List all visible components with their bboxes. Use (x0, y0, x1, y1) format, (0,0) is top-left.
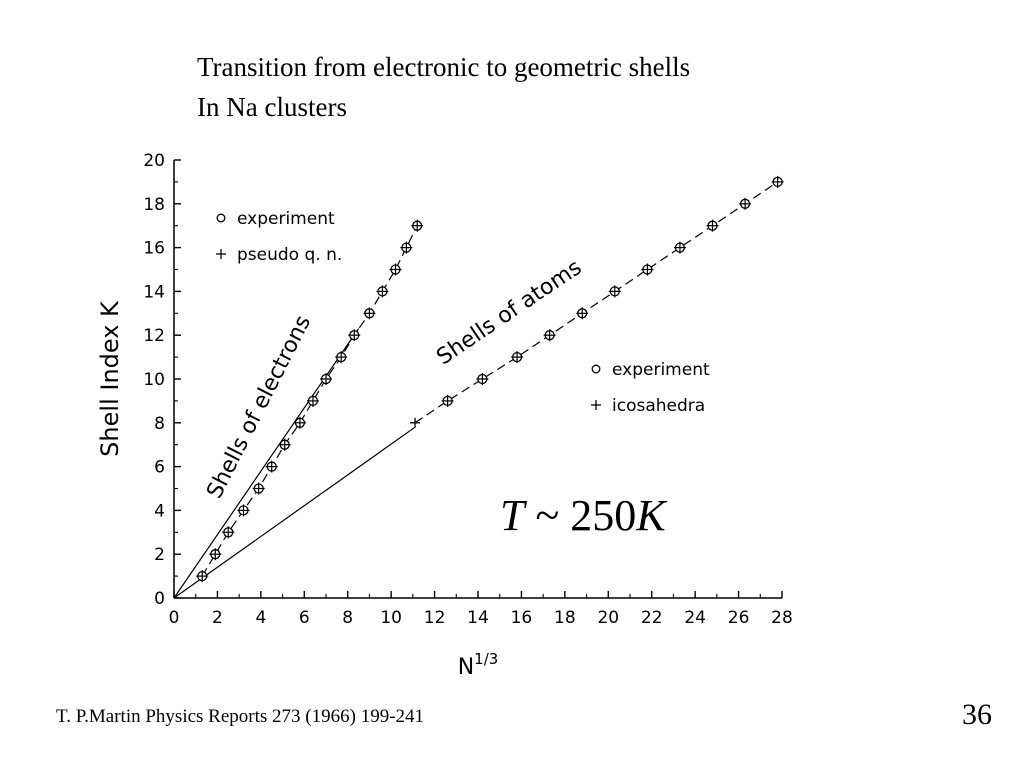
y-tick-label: 12 (143, 326, 165, 346)
data-point-atoms (771, 175, 784, 188)
data-point-electrons (411, 219, 424, 232)
reference-line-electrons (173, 328, 360, 599)
dashed-line-atoms (414, 181, 778, 424)
legend-label: pseudo q. n. (237, 245, 342, 265)
slide-title-line-2: In Na clusters (197, 92, 347, 122)
x-tick-label: 20 (597, 608, 619, 628)
x-tick-label: 14 (467, 608, 489, 628)
data-point-atoms (511, 351, 524, 364)
legend-label: experiment (612, 360, 710, 380)
annotation-shells-of-atoms: Shells of atoms (432, 255, 586, 370)
x-tick-label: 10 (380, 608, 402, 628)
x-tick-label: 26 (728, 608, 750, 628)
data-point-atoms (641, 263, 654, 276)
y-tick-label: 4 (154, 501, 165, 521)
temperature-unit: K (636, 491, 666, 540)
data-point-electrons (306, 394, 319, 407)
y-tick-label: 0 (154, 589, 165, 609)
x-tick-label: 22 (641, 608, 663, 628)
temperature-symbol: T (500, 491, 525, 540)
page-number: 36 (962, 698, 992, 731)
data-point-electrons (389, 263, 402, 276)
slide-title-line-1: Transition from electronic to geometric … (197, 52, 691, 82)
data-point-electrons (237, 504, 250, 517)
data-point-atoms (543, 329, 556, 342)
legend-label: experiment (237, 209, 335, 229)
data-point-electrons (400, 241, 413, 254)
y-tick-label: 20 (143, 151, 165, 171)
data-point-electrons (348, 329, 361, 342)
data-point-atoms (739, 197, 752, 210)
x-tick-label: 12 (424, 608, 446, 628)
x-tick-label: 24 (684, 608, 706, 628)
x-tick-label: 6 (299, 608, 310, 628)
data-point-atoms (706, 219, 719, 232)
data-point-electrons (196, 570, 209, 583)
data-point-electrons (265, 460, 278, 473)
x-axis-label-main: N (458, 655, 474, 680)
y-tick-label: 6 (154, 458, 165, 478)
data-point-atoms (608, 285, 621, 298)
data-point-electrons (293, 416, 306, 429)
x-axis-label-sup: 1/3 (474, 650, 498, 668)
data-point-electrons (320, 373, 332, 385)
x-axis-label: N1/3 (458, 650, 499, 680)
legend-label: icosahedra (612, 396, 705, 416)
x-tick-label: 2 (212, 608, 223, 628)
x-tick-label: 4 (255, 608, 266, 628)
citation: T. P.Martin Physics Reports 273 (1966) 1… (56, 706, 425, 727)
legend-marker-circle (591, 364, 601, 374)
y-axis-label: Shell Index K (96, 300, 124, 457)
y-tick-label: 8 (154, 414, 165, 434)
data-point-atoms (476, 373, 489, 385)
y-tick-label: 2 (154, 545, 165, 565)
data-point-electrons (363, 307, 376, 320)
x-tick-label: 28 (771, 608, 793, 628)
temperature-annotation: T ~ 250K (500, 490, 666, 541)
data-point-electrons (209, 548, 222, 561)
temperature-tilde: ~ (535, 491, 560, 540)
y-tick-label: 10 (143, 370, 165, 390)
data-point-atoms-plus (410, 417, 421, 428)
x-tick-label: 18 (554, 608, 576, 628)
y-tick-label: 16 (143, 239, 165, 259)
y-tick-label: 14 (143, 282, 165, 302)
data-point-electrons (252, 482, 265, 495)
data-point-electrons (222, 526, 235, 539)
x-tick-label: 8 (342, 608, 353, 628)
temperature-value: 250 (570, 491, 637, 540)
x-tick-label: 0 (169, 608, 180, 628)
y-tick-label: 18 (143, 195, 165, 215)
data-point-electrons (376, 285, 389, 298)
data-point-atoms (673, 241, 686, 254)
data-point-atoms (576, 307, 589, 320)
reference-line-atoms (173, 426, 416, 599)
legend-marker-circle (216, 213, 226, 223)
x-tick-label: 16 (511, 608, 533, 628)
data-point-electrons (335, 351, 348, 364)
data-point-atoms (441, 394, 454, 407)
data-point-electrons (278, 438, 291, 451)
